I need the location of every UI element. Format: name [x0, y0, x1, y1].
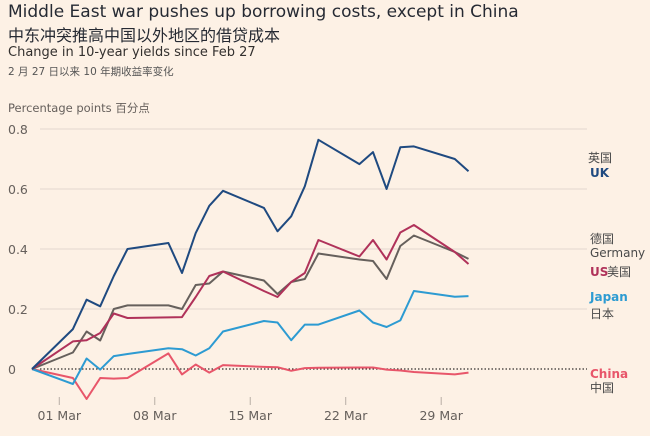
x-tick-label: 22 Mar [324, 408, 368, 423]
y-tick-label: 0.6 [8, 182, 28, 197]
label-us-zh: 美国 [607, 265, 631, 279]
x-tick-label: 01 Mar [38, 408, 82, 423]
y-tick-label: 0.4 [8, 242, 28, 257]
series-line-china [31, 352, 469, 400]
label-china-zh: 中国 [590, 380, 614, 395]
x-tick-label: 08 Mar [133, 408, 177, 423]
chart-title: Middle East war pushes up borrowing cost… [8, 2, 519, 22]
chart-subtitle: Change in 10-year yields since Feb 27 [8, 45, 256, 60]
series-line-uk [31, 138, 470, 370]
y-axis-label: Percentage points 百分点 [8, 101, 150, 115]
chart-subtitle-chinese: 2 月 27 日以来 10 年期收益率变化 [8, 66, 174, 78]
y-tick-label: 0.8 [8, 122, 28, 137]
label-germany-zh: 德国 [590, 231, 614, 246]
series-line-us [31, 224, 470, 370]
series-line-japan [31, 290, 469, 385]
label-us: US [590, 265, 608, 279]
y-tick-label: 0 [8, 362, 16, 377]
x-tick-label: 15 Mar [229, 408, 273, 423]
label-uk-zh: 英国 [588, 151, 612, 165]
label-china: China [590, 367, 628, 381]
label-japan: Japan [589, 290, 628, 304]
chart-title-chinese: 中东冲突推高中国以外地区的借贷成本 [8, 26, 281, 45]
label-uk: UK [590, 166, 610, 180]
y-tick-label: 0.2 [8, 302, 28, 317]
label-germany: Germany [590, 246, 645, 260]
label-japan-zh: 日本 [590, 307, 614, 321]
x-tick-label: 29 Mar [419, 408, 463, 423]
series-line-germany [31, 234, 469, 370]
